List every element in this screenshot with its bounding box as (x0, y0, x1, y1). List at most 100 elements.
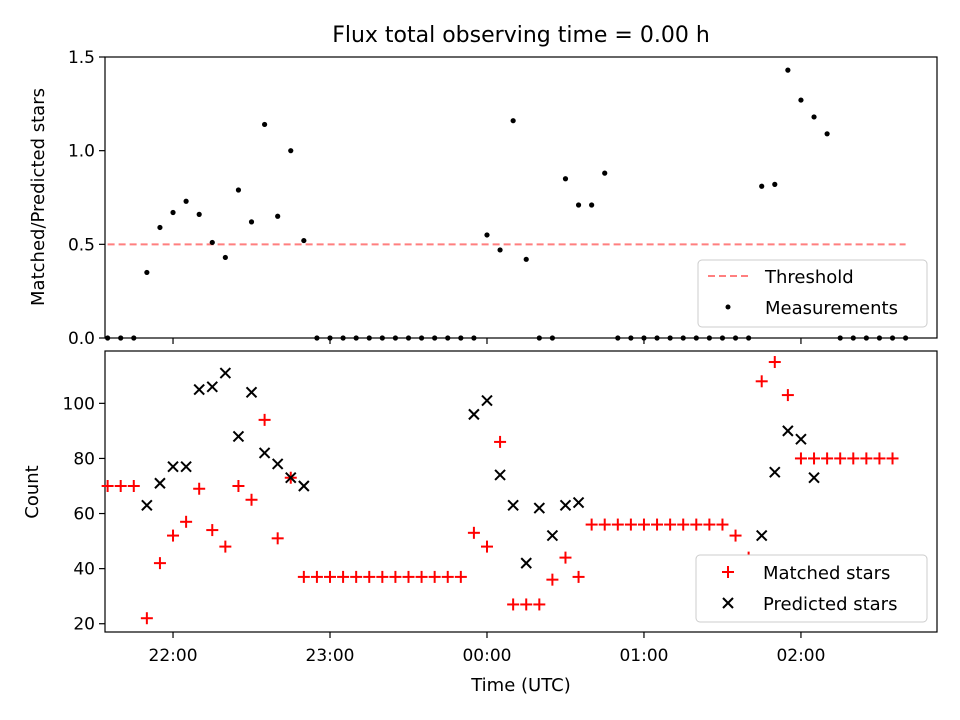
measurement-point (536, 335, 542, 341)
measurement-point (876, 335, 883, 341)
measurement-point (183, 198, 189, 204)
matched-point (664, 518, 677, 531)
matched-point (808, 452, 821, 465)
matched-point (153, 557, 166, 570)
measurement-point (549, 335, 555, 341)
matched-point (376, 570, 389, 583)
top-legend-box (697, 259, 928, 328)
measurement-point (785, 67, 791, 73)
measurement-point (484, 232, 490, 238)
matched-point (847, 452, 860, 465)
measurement-point (746, 335, 752, 341)
predicted-point (808, 472, 820, 484)
measurement-point (615, 335, 621, 341)
x-tick-label: 01:00 (619, 646, 668, 666)
x-tick-label: 02:00 (776, 646, 825, 666)
measurement-point (602, 170, 608, 176)
measurement-point (589, 202, 595, 208)
matched-point (467, 526, 480, 539)
matched-point (507, 598, 520, 611)
y-tick-label: 20 (73, 615, 95, 635)
matched-point (794, 452, 807, 465)
top-legend: Threshold Measurements (697, 259, 928, 328)
matched-point (297, 570, 310, 583)
y-tick-label: 0.0 (68, 329, 95, 349)
matched-point (219, 540, 232, 553)
measurement-point (667, 335, 673, 341)
matched-point (494, 435, 507, 448)
measurement-point (118, 335, 124, 341)
legend-threshold-label: Threshold (764, 267, 854, 288)
measurement-point (327, 335, 333, 341)
top-panel-frame (104, 56, 938, 339)
measurement-point (497, 247, 503, 253)
predicted-point (193, 383, 205, 396)
matched-point (363, 570, 376, 583)
matched-point (729, 529, 742, 542)
measurement-point (628, 335, 634, 341)
measurement-point (235, 187, 242, 193)
predicted-point (245, 386, 258, 399)
measurement-point (706, 335, 712, 341)
y-tick-label: 100 (63, 394, 95, 414)
measurement-point (732, 335, 739, 341)
matched-point (180, 515, 193, 528)
matched-point (232, 479, 245, 492)
matched-point (337, 570, 350, 583)
top-y-axis-label: Matched/Predicted stars (28, 88, 49, 306)
measurement-point (301, 237, 307, 244)
measurement-point (432, 335, 438, 341)
predicted-point (782, 425, 794, 437)
predicted-point (533, 502, 546, 514)
measurement-point (458, 335, 464, 341)
legend-predicted-swatch (722, 597, 734, 609)
matched-point (624, 518, 637, 531)
measurement-point (405, 335, 412, 341)
predicted-point (180, 460, 192, 473)
matched-point (860, 452, 873, 465)
matched-point (140, 612, 153, 625)
legend-matched-label: Matched stars (763, 563, 890, 584)
bottom-marks (101, 356, 899, 625)
matched-point (716, 518, 729, 531)
y-tick-label: 1.5 (68, 48, 95, 68)
y-tick-label: 80 (73, 449, 95, 469)
measurement-point (157, 224, 163, 231)
measurement-point (863, 335, 869, 341)
measurement-point (824, 131, 830, 137)
matched-point (585, 518, 598, 531)
matched-point (454, 570, 467, 583)
measurement-point (248, 219, 255, 225)
matched-point (559, 551, 572, 564)
bottom-y-ticks: 20 40 60 80 100 (63, 394, 105, 635)
predicted-point (154, 477, 166, 489)
legend-measurements-swatch (725, 304, 731, 310)
bottom-legend: Matched stars Predicted stars (695, 554, 928, 623)
bottom-panel: Count 20 40 60 80 100 22:00 23:00 00:00 01:00 02… (22, 350, 938, 666)
matched-point (428, 570, 441, 583)
bottom-x-ticks: 22:00 23:00 00:00 01:00 02:00 (149, 632, 825, 666)
legend-predicted-label: Predicted stars (763, 594, 897, 615)
measurement-point (575, 202, 582, 208)
matched-point (768, 356, 781, 369)
x-tick-label: 00:00 (462, 646, 511, 666)
predicted-point (520, 557, 532, 569)
measurement-point (222, 254, 228, 261)
matched-point (546, 573, 559, 586)
matched-point (598, 518, 611, 531)
matched-point (245, 493, 258, 506)
predicted-point (559, 499, 572, 511)
matched-point (480, 540, 493, 553)
bottom-y-axis-label: Count (22, 465, 43, 518)
measurement-point (340, 335, 346, 341)
matched-point (611, 518, 624, 531)
measurement-point (903, 335, 909, 341)
matched-point (441, 570, 454, 583)
measurement-point (719, 335, 726, 341)
predicted-point (219, 367, 232, 379)
matched-point (324, 570, 337, 583)
predicted-point (285, 472, 297, 484)
matched-point (350, 570, 363, 583)
matched-point (821, 452, 834, 465)
